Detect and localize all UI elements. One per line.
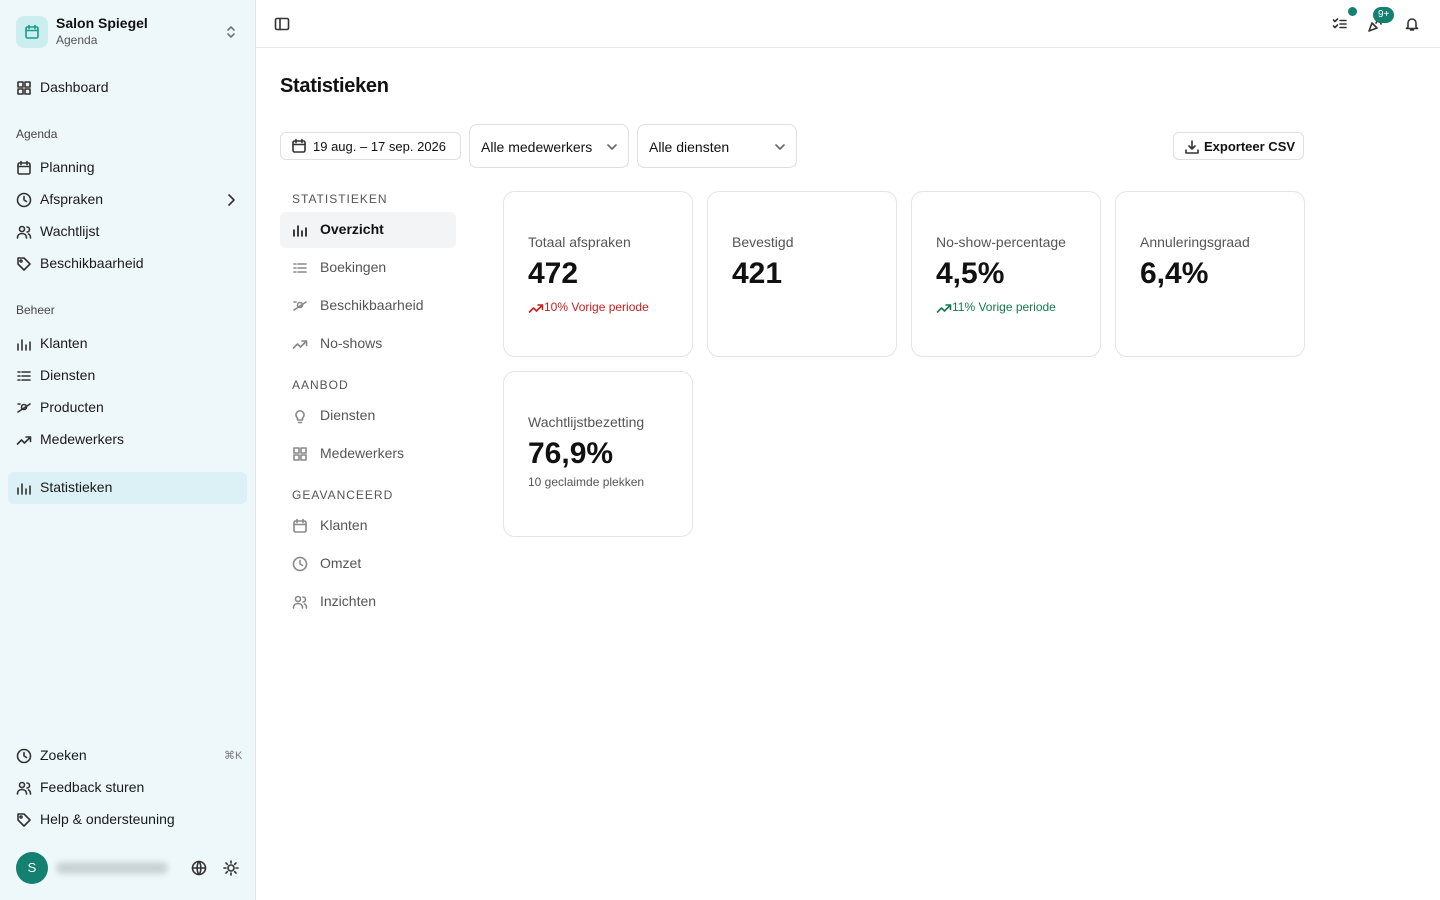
icon	[295, 410, 305, 424]
org-switch[interactable]	[223, 24, 239, 40]
org-sub: Agenda	[56, 33, 98, 47]
subnav-item[interactable]: Beschikbaarheid	[320, 297, 424, 313]
subnav-group-label: AANBOD	[292, 378, 349, 392]
export-text: Exporteer CSV	[1204, 139, 1296, 154]
card-note: 10 geclaimde plekken	[528, 475, 645, 489]
nav-item[interactable]: Zoeken	[40, 747, 87, 763]
nav-item[interactable]: Dashboard	[40, 79, 109, 95]
org-name[interactable]: Salon Spiegel	[56, 15, 148, 31]
card-trend: 11% Vorige periode	[952, 300, 1056, 314]
stat-card	[707, 191, 897, 357]
icon	[16, 781, 32, 795]
card-label: Wachtlijstbezetting	[528, 414, 645, 430]
subnav-item[interactable]: Inzichten	[320, 593, 377, 609]
page-title: Statistieken	[280, 75, 389, 97]
icon	[17, 339, 31, 351]
icon	[17, 81, 31, 95]
subnav-group-label: STATISTIEKEN	[292, 192, 388, 206]
card-value: 6,4%	[1140, 257, 1209, 290]
nav-group-label: Agenda	[16, 127, 58, 141]
subnav-item[interactable]: Diensten	[320, 407, 376, 423]
nav-item[interactable]: Producten	[40, 399, 104, 415]
card-trend: 10% Vorige periode	[544, 300, 649, 314]
staff-text: Alle medewerkers	[481, 139, 593, 155]
subnav-item[interactable]: Medewerkers	[320, 445, 405, 461]
icon	[17, 813, 31, 827]
date-range[interactable]: 19 aug. – 17 sep. 2026	[280, 132, 461, 160]
card-label: Totaal afspraken	[528, 234, 631, 250]
card-label: Annuleringsgraad	[1140, 234, 1250, 250]
icon	[16, 192, 32, 208]
services-select[interactable]: Alle diensten	[637, 124, 797, 168]
subnav-item[interactable]: Boekingen	[320, 259, 387, 275]
user-name-blurred	[56, 862, 168, 874]
icon	[228, 194, 235, 206]
subnav-item[interactable]: Omzet	[320, 555, 362, 571]
theme[interactable]	[223, 860, 239, 876]
card-value: 4,5%	[936, 257, 1005, 290]
stat-card	[1115, 191, 1305, 357]
subnav-active-bg	[280, 212, 456, 248]
icon	[293, 225, 307, 237]
nav-item[interactable]: Klanten	[40, 335, 88, 351]
icon	[293, 263, 307, 273]
icon	[528, 304, 544, 313]
notifications[interactable]	[1404, 16, 1420, 32]
icon	[292, 595, 308, 609]
nav-item[interactable]: Diensten	[40, 367, 96, 383]
icon	[293, 447, 307, 461]
icon	[16, 748, 32, 764]
icon	[17, 160, 31, 175]
icon	[16, 436, 32, 445]
staff-select[interactable]: Alle medewerkers	[469, 124, 629, 168]
icon	[17, 483, 31, 495]
subnav-item[interactable]: Overzicht	[320, 221, 384, 237]
shortcut: ⌘K	[224, 750, 243, 762]
card-value: 421	[732, 257, 783, 290]
card-value: 472	[528, 257, 579, 290]
nav-item[interactable]: Help & ondersteuning	[40, 811, 175, 827]
services-text: Alle diensten	[649, 139, 730, 155]
icon	[936, 304, 952, 313]
icon	[16, 225, 32, 239]
tasks[interactable]	[1332, 16, 1348, 32]
language[interactable]	[191, 860, 207, 876]
active-bg	[8, 472, 247, 504]
nav-item[interactable]: Feedback sturen	[40, 779, 145, 795]
card-label: Bevestigd	[732, 234, 794, 250]
nav-item[interactable]: Medewerkers	[40, 431, 125, 447]
stat-card	[503, 371, 693, 537]
tasks-dot	[1348, 7, 1357, 16]
org-logo	[16, 16, 48, 48]
subnav-item[interactable]: No-shows	[320, 335, 383, 351]
nav-group-label: Beheer	[16, 303, 55, 317]
icon	[293, 518, 307, 533]
subnav-item[interactable]: Klanten	[320, 517, 368, 533]
topbar: 9+	[256, 0, 1440, 48]
stat-card	[503, 191, 693, 357]
icon	[17, 371, 31, 381]
icon	[17, 257, 31, 271]
icon	[17, 403, 31, 413]
nav-item[interactable]: Wachtlijst	[40, 223, 100, 239]
subnav-group-label: GEAVANCEERD	[292, 488, 394, 502]
export-button[interactable]: Exporteer CSV	[1173, 132, 1304, 160]
avatar[interactable]: S	[16, 852, 48, 884]
icon	[292, 556, 308, 572]
badge: 9+	[1373, 7, 1395, 23]
sidebar: Salon Spiegel Agenda S	[0, 0, 256, 900]
toggle-sidebar[interactable]	[274, 16, 290, 32]
nav-item[interactable]: Beschikbaarheid	[40, 255, 144, 271]
card-value: 76,9%	[528, 437, 614, 470]
nav-item[interactable]: Afspraken	[40, 191, 104, 207]
nav-item[interactable]: Statistieken	[40, 479, 113, 495]
stat-card	[911, 191, 1101, 357]
card-label: No-show-percentage	[936, 234, 1066, 250]
nav-item[interactable]: Planning	[40, 159, 95, 175]
icon	[293, 301, 307, 311]
date-text: 19 aug. – 17 sep. 2026	[313, 139, 447, 154]
icon	[292, 340, 308, 349]
